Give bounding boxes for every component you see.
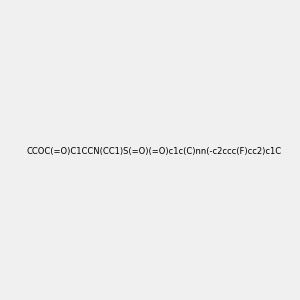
Text: CCOC(=O)C1CCN(CC1)S(=O)(=O)c1c(C)nn(-c2ccc(F)cc2)c1C: CCOC(=O)C1CCN(CC1)S(=O)(=O)c1c(C)nn(-c2c…	[26, 147, 281, 156]
